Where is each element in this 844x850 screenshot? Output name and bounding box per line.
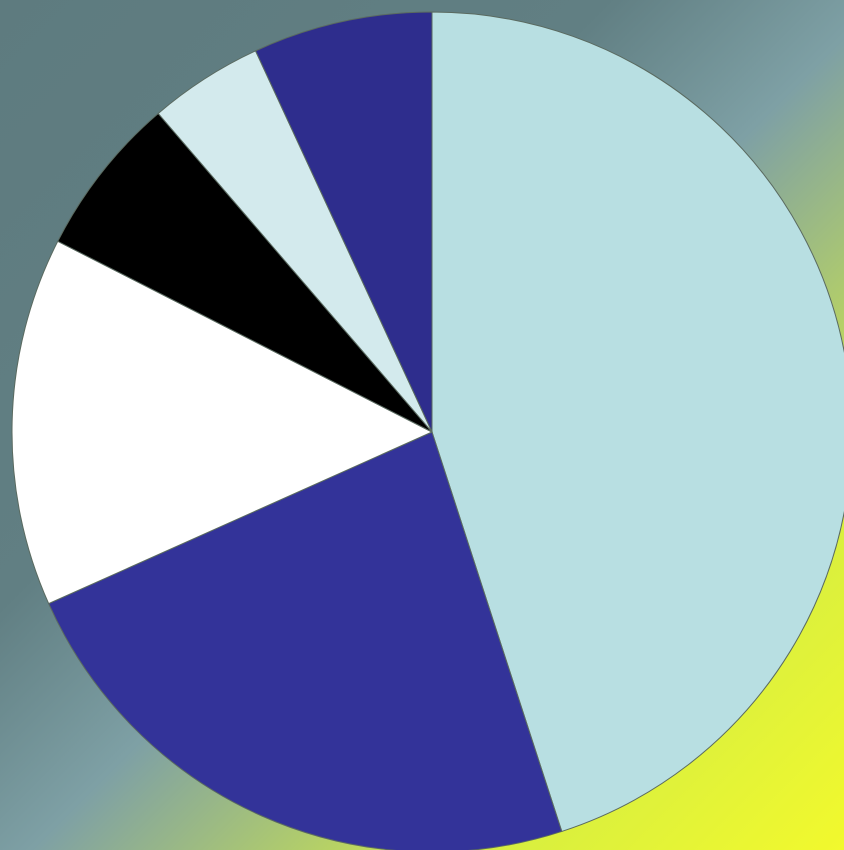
pie-slice-1 (431, 11, 844, 833)
pie-slice-4 (57, 112, 433, 433)
pie-slice-3 (11, 240, 434, 605)
pie-slice-6 (254, 11, 433, 433)
pie-slice-2 (48, 431, 563, 850)
